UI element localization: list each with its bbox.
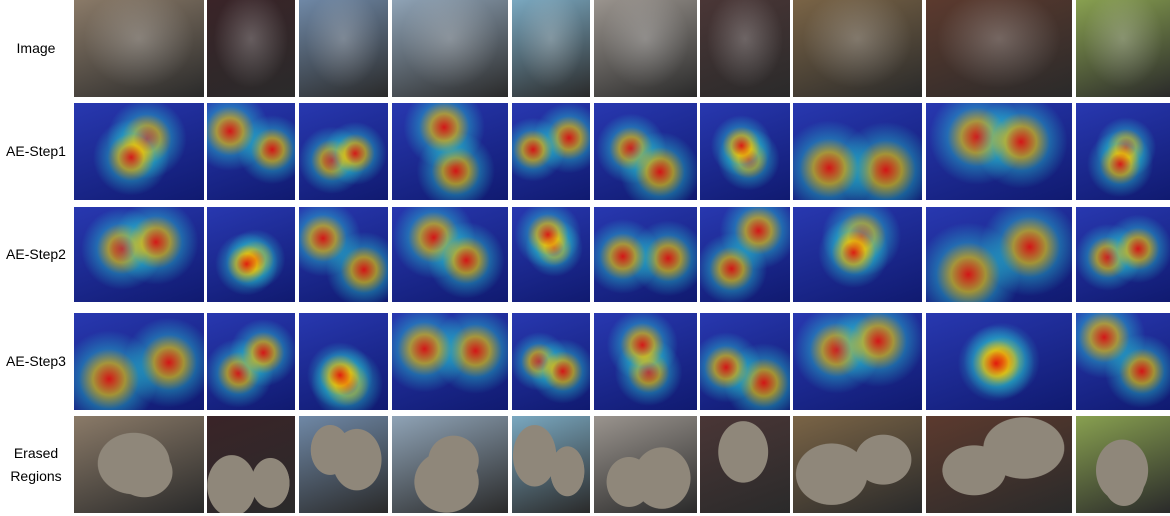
attention-map <box>392 313 508 410</box>
erased-image <box>700 416 790 513</box>
erased-image <box>793 416 922 513</box>
image <box>700 0 790 97</box>
image <box>793 0 922 97</box>
image <box>207 0 295 97</box>
erased-image <box>74 416 204 513</box>
erased-image <box>392 416 508 513</box>
attention-map <box>793 103 922 200</box>
attention-map <box>299 103 388 200</box>
attention-map <box>512 207 590 302</box>
attention-map <box>299 207 388 302</box>
attention-map <box>594 207 697 302</box>
row-label: AE-Step3 <box>6 353 66 370</box>
attention-map <box>700 207 790 302</box>
attention-map <box>926 207 1072 302</box>
attention-map <box>207 207 295 302</box>
attention-map <box>299 313 388 410</box>
image <box>299 0 388 97</box>
image <box>392 0 508 97</box>
attention-map <box>926 103 1072 200</box>
row-label: Image <box>16 40 56 57</box>
image <box>74 0 204 97</box>
row-label: AE-Step1 <box>6 143 66 160</box>
attention-map <box>793 207 922 302</box>
erased-image <box>926 416 1072 513</box>
row-label: AE-Step2 <box>6 246 66 263</box>
attention-map <box>1076 313 1170 410</box>
image <box>512 0 590 97</box>
attention-map <box>512 313 590 410</box>
attention-map <box>700 313 790 410</box>
attention-map <box>207 103 295 200</box>
erased-image <box>299 416 388 513</box>
attention-map <box>926 313 1072 410</box>
erased-image <box>512 416 590 513</box>
attention-map <box>793 313 922 410</box>
attention-map <box>74 103 204 200</box>
attention-map <box>512 103 590 200</box>
attention-map <box>594 103 697 200</box>
attention-map <box>74 207 204 302</box>
attention-map <box>74 313 204 410</box>
attention-map <box>392 103 508 200</box>
attention-map <box>594 313 697 410</box>
erased-image <box>1076 416 1170 513</box>
attention-map <box>207 313 295 410</box>
erased-image <box>594 416 697 513</box>
image <box>1076 0 1170 97</box>
attention-map <box>1076 207 1170 302</box>
erased-image <box>207 416 295 513</box>
attention-map <box>392 207 508 302</box>
row-label: Erased Regions <box>10 445 62 484</box>
image <box>926 0 1072 97</box>
attention-map <box>1076 103 1170 200</box>
attention-map <box>700 103 790 200</box>
image <box>594 0 697 97</box>
